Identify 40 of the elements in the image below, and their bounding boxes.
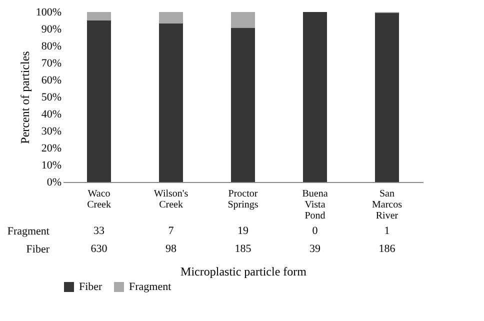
text: 7: [168, 225, 174, 237]
y-tick-label: 0%: [46, 176, 62, 188]
y-tick-label: 30%: [41, 126, 62, 138]
bar: [375, 12, 399, 182]
x-tick-label: Buena Vista Pond: [302, 188, 328, 222]
y-tick-label: 100%: [36, 6, 62, 18]
text: 630: [90, 243, 108, 255]
bar: [159, 12, 183, 24]
y-tick-label: 70%: [41, 58, 62, 70]
y-tick-label: 10%: [41, 160, 62, 172]
y-tick-label: 60%: [41, 74, 62, 86]
x-tick-label: Wilson's Creek: [154, 188, 188, 210]
text: 1: [384, 225, 390, 237]
bar: [303, 12, 327, 182]
text: 33: [94, 225, 105, 237]
text: 19: [238, 225, 249, 237]
text: Fiber: [26, 244, 50, 256]
text: 98: [166, 243, 177, 255]
bar: [87, 20, 111, 182]
y-axis-title: Percent of particles: [18, 50, 32, 144]
bar: [159, 23, 183, 182]
y-tick-label: 90%: [41, 24, 62, 36]
legend-label: Fragment: [129, 281, 172, 293]
text: 185: [234, 243, 252, 255]
bar: [87, 12, 111, 20]
legend-label: Fiber: [79, 281, 103, 293]
text: 186: [378, 243, 396, 255]
text: 0: [312, 225, 318, 237]
x-tick-label: Proctor Springs: [228, 188, 258, 210]
text: 39: [310, 243, 321, 255]
y-tick-label: 20%: [41, 142, 62, 154]
bar: [231, 12, 255, 28]
x-axis-title: Microplastic particle form: [180, 264, 308, 278]
y-tick-label: 40%: [41, 108, 62, 120]
bar: [231, 28, 255, 182]
y-tick-label: 50%: [41, 92, 62, 104]
x-tick-label: San Marcos River: [372, 188, 402, 222]
x-tick-label: Waco Creek: [87, 188, 111, 210]
y-tick-label: 80%: [41, 40, 62, 52]
text: Fragment: [7, 226, 50, 238]
